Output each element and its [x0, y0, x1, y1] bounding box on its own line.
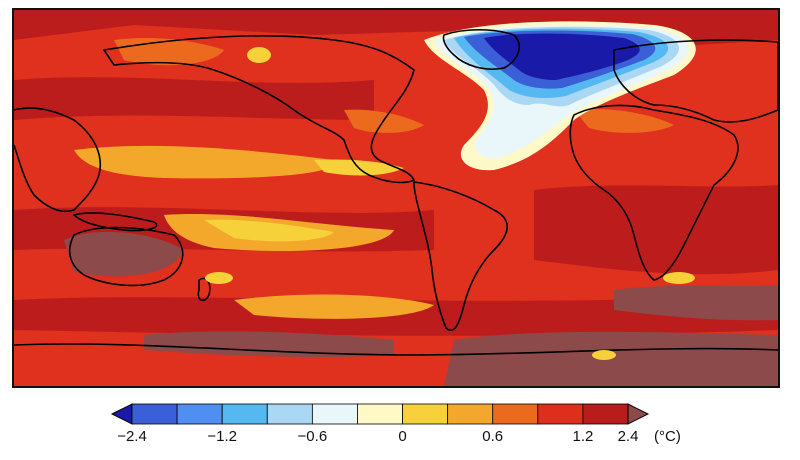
- colorbar-segment: [357, 403, 403, 425]
- colorbar-svg: [110, 403, 650, 425]
- colorbar-unit-label: (°C): [654, 428, 681, 445]
- colorbar-segment: [311, 403, 358, 425]
- colorbar-segment: [266, 403, 313, 425]
- colorbar-tick-label: −1.2: [207, 428, 237, 445]
- colorbar-tick-label: 0: [398, 428, 407, 445]
- colorbar-segment: [131, 403, 178, 425]
- colorbar-tick-label: 1.2: [572, 428, 594, 445]
- colorbar-segment: [221, 403, 268, 425]
- temperature-anomaly-map: [12, 8, 780, 388]
- moderate-warming-regions: [74, 38, 674, 319]
- colorbar-tick-label: 0.6: [482, 428, 504, 445]
- colorbar-segment: [582, 403, 629, 425]
- colorbar-min-arrow: [110, 403, 133, 425]
- colorbar-segment: [492, 403, 539, 425]
- colorbar-segment: [402, 403, 449, 425]
- colorbar-segment: [537, 403, 584, 425]
- colorbar-max-arrow: [627, 403, 650, 425]
- local-anomaly-spots: [205, 47, 695, 360]
- colorbar-tick-label: −2.4: [117, 428, 147, 445]
- colorbar-tick-label: 2.4: [617, 428, 639, 445]
- north-atlantic-cooling: [424, 21, 696, 171]
- coastlines: [14, 29, 778, 356]
- colorbar: (°C) −2.4 −1.2 −0.6 0 0.6 1.2 2.4: [0, 398, 800, 460]
- colorbar-segment: [176, 403, 223, 425]
- colorbar-segment: [447, 403, 494, 425]
- colorbar-tick-label: −0.6: [297, 428, 328, 445]
- map-canvas: [14, 10, 778, 386]
